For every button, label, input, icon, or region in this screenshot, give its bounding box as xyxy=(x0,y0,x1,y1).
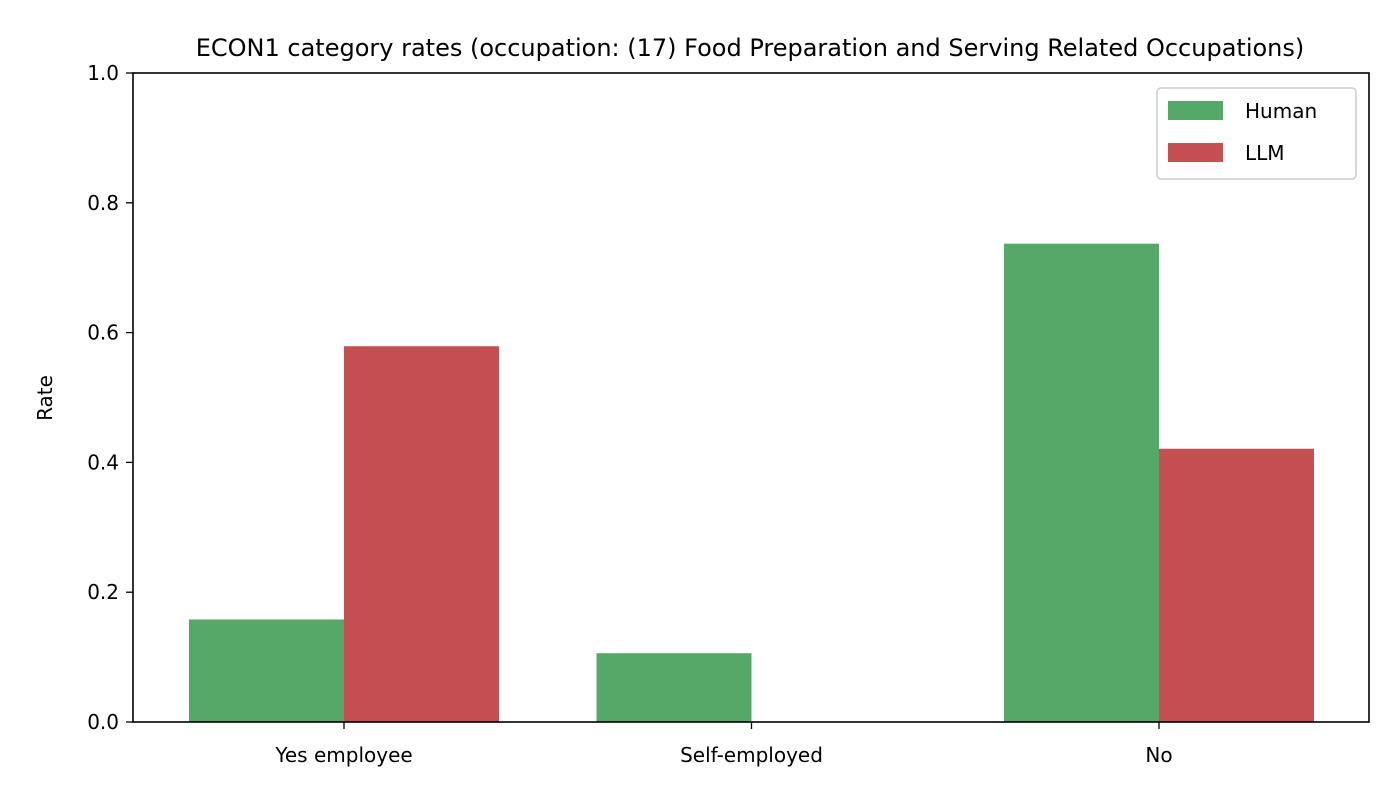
y-tick-label: 0.6 xyxy=(87,321,119,345)
legend-swatch-llm xyxy=(1168,143,1223,162)
bar-llm-no xyxy=(1159,448,1314,722)
axes-frame xyxy=(132,72,1370,723)
y-tick-label: 0.2 xyxy=(87,580,119,604)
legend-label-human: Human xyxy=(1245,99,1317,123)
chart-title: ECON1 category rates (occupation: (17) F… xyxy=(196,34,1305,62)
x-tick-label: Yes employee xyxy=(274,743,412,767)
plot-area: Yes employee Self-employed No 0.0 0.2 0.4 0.6 0… xyxy=(87,61,1370,767)
y-tick-label: 0.0 xyxy=(87,710,119,734)
legend: Human LLM xyxy=(1156,87,1357,180)
x-tick-label: Self-employed xyxy=(680,743,823,767)
bar-human-self-employed xyxy=(596,653,752,722)
bar-llm-yes-employee xyxy=(344,346,499,722)
x-tick-label: No xyxy=(1145,743,1172,767)
y-tick-label: 0.8 xyxy=(87,191,119,215)
legend-label-llm: LLM xyxy=(1245,141,1285,165)
bar-human-yes-employee xyxy=(189,619,344,722)
y-tick-label: 0.4 xyxy=(87,450,119,474)
y-tick-label: 1.0 xyxy=(87,61,119,85)
bar-human-no xyxy=(1004,243,1159,722)
legend-swatch-human xyxy=(1168,101,1223,120)
y-axis-label: Rate xyxy=(33,375,57,421)
